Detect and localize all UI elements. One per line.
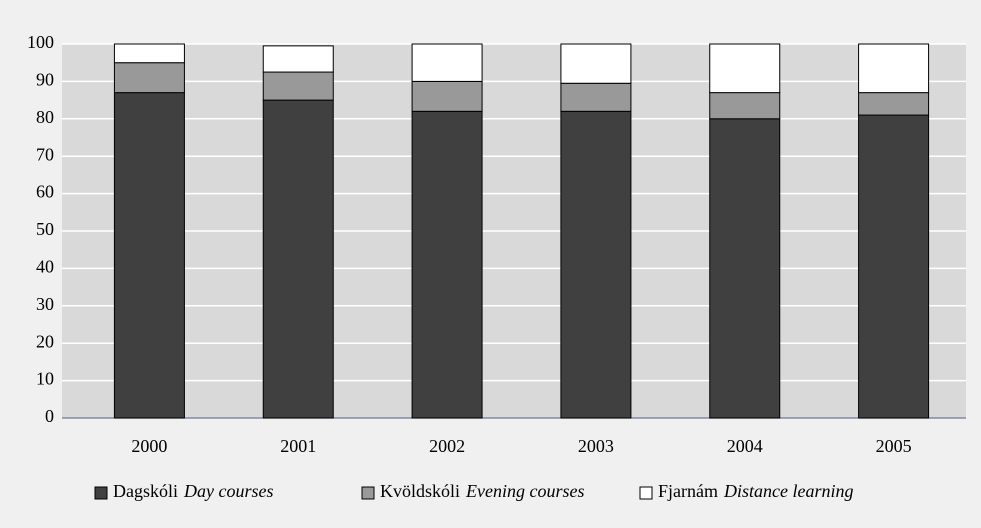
x-tick-label: 2001 [280, 436, 316, 456]
legend-name-en: Distance learning [723, 481, 853, 501]
legend-label: Kvöldskóli Evening courses [380, 481, 584, 501]
bar-segment [709, 118, 781, 419]
y-tick-label: 40 [36, 257, 54, 277]
bar-segment [709, 92, 781, 120]
bar-segment [560, 110, 632, 419]
bar-segment [411, 110, 483, 419]
y-tick-label: 100 [27, 32, 54, 52]
y-tick-label: 80 [36, 107, 54, 127]
y-tick-label: 60 [36, 182, 54, 202]
x-tick-label: 2003 [578, 436, 614, 456]
y-tick-label: 30 [36, 294, 54, 314]
legend-swatch [639, 486, 653, 500]
x-tick-label: 2005 [876, 436, 912, 456]
bar-segment [262, 45, 334, 73]
legend-swatch [361, 486, 375, 500]
bar-segment [858, 114, 930, 419]
x-tick-label: 2002 [429, 436, 465, 456]
x-tick-label: 2000 [131, 436, 167, 456]
bar-segment [560, 43, 632, 84]
y-tick-label: 90 [36, 70, 54, 90]
legend-name-en: Evening courses [465, 481, 584, 501]
legend-name: Fjarnám [658, 481, 718, 501]
legend-name-en: Day courses [183, 481, 273, 501]
bar-segment [411, 80, 483, 112]
y-tick-label: 20 [36, 331, 54, 351]
bar-segment [858, 92, 930, 116]
bar-segment [560, 82, 632, 112]
legend-label: Dagskóli Day courses [113, 481, 273, 501]
legend-swatch [94, 486, 108, 500]
y-tick-label: 70 [36, 144, 54, 164]
y-tick-label: 10 [36, 369, 54, 389]
legend-name: Kvöldskóli [380, 481, 460, 501]
x-tick-label: 2004 [727, 436, 763, 456]
bar-segment [709, 43, 781, 94]
legend-name: Dagskóli [113, 481, 178, 501]
bar-segment [262, 71, 334, 101]
bar-segment [858, 43, 930, 94]
y-tick-label: 0 [45, 406, 54, 426]
legend-label: Fjarnám Distance learning [658, 481, 853, 501]
bar-segment [113, 62, 185, 94]
bar-segment [113, 92, 185, 419]
y-tick-label: 50 [36, 219, 54, 239]
bar-segment [113, 43, 185, 64]
bar-segment [262, 99, 334, 419]
bar-segment [411, 43, 483, 82]
